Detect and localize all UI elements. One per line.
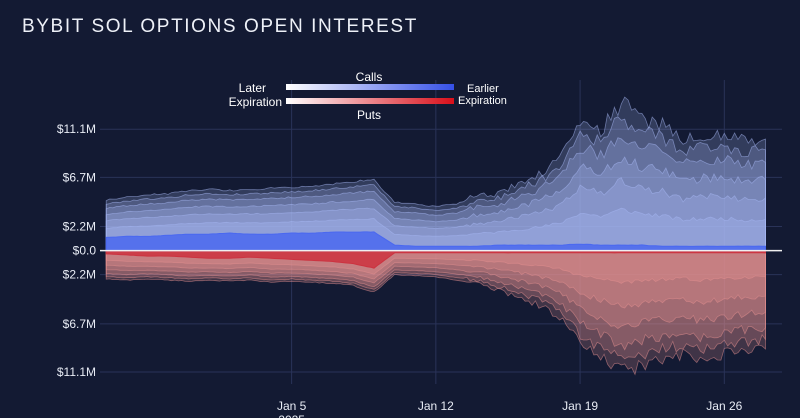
puts-layer-0 [105,250,766,284]
puts-earliest-expiration [105,250,766,269]
calls-earliest-expiration [105,231,766,252]
legend-later-label: Later [239,81,266,95]
calls-layer-2 [105,156,766,251]
puts-layer-3 [105,250,766,351]
calls-layer-1 [105,177,766,251]
puts-layer-2 [105,250,766,330]
y-axis: $11.1M $6.7M $2.2M $0.0 $2.2M $6.7M $11.1M [57,122,96,379]
x-tick-label: Jan 5 [277,399,307,413]
x-axis: Jan 52025 Jan 12 Jan 19 Jan 26 [277,399,743,418]
calls-layer-5 [105,96,766,251]
x-tick-label: Jan 26 [706,399,742,413]
legend-puts-label: Puts [357,108,381,122]
puts-layer-4 [105,250,766,360]
y-tick-label: $2.2M [63,268,96,282]
y-tick-label: $6.7M [63,170,96,184]
legend-later-expiration: Expiration [229,95,282,109]
legend-calls-gradient [286,84,454,90]
legend-calls-label: Calls [356,70,383,84]
x-tick-label: Jan 19 [562,399,598,413]
y-tick-label: $0.0 [73,244,97,258]
puts-layer-1 [105,250,766,309]
y-tick-label: $6.7M [63,317,96,331]
y-tick-label: $11.1M [57,122,96,136]
y-tick-label: $2.2M [63,220,96,234]
legend-earlier-expiration: Expiration [458,95,507,107]
puts-series [105,250,766,376]
x-tick-label: Jan 12 [418,399,454,413]
puts-layer-5 [105,250,766,376]
chart-title: BYBIT SOL OPTIONS OPEN INTEREST [22,16,418,37]
legend: Calls Puts Later Expiration Earlier Expi… [229,70,507,122]
legend-earlier-label: Earlier [467,83,499,95]
legend-puts-gradient [286,98,454,104]
calls-series [105,96,766,252]
y-tick-label: $11.1M [57,365,96,379]
x-tick-year: 2025 [278,413,305,418]
